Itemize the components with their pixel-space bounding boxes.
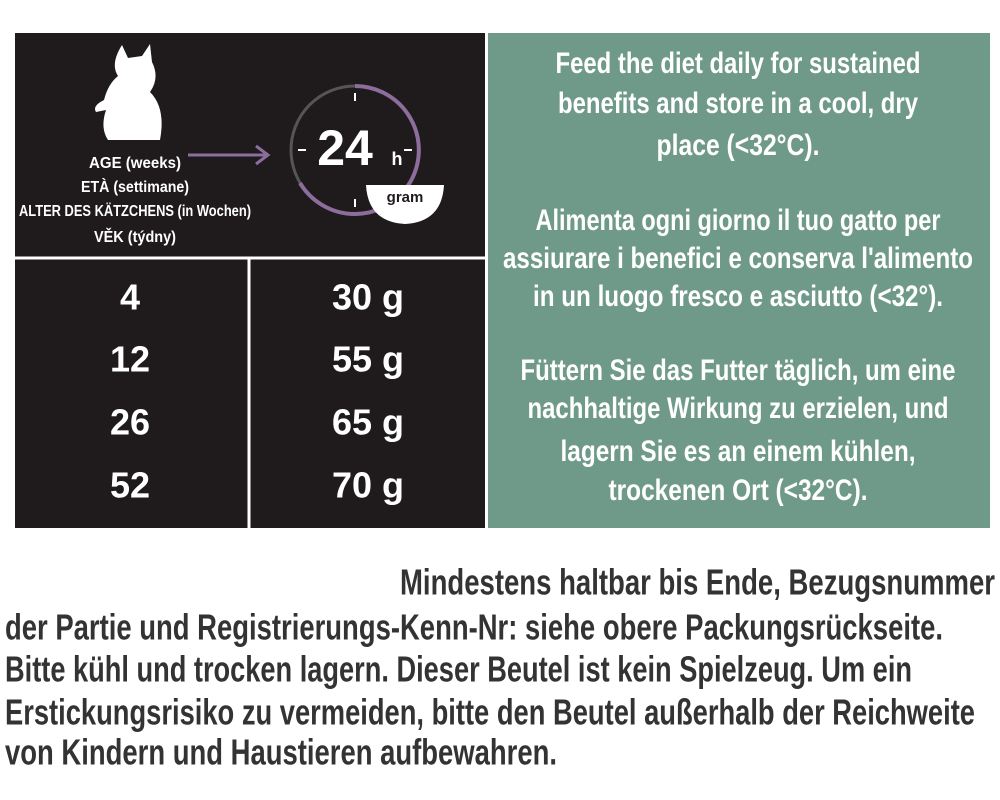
clock-unit: h — [392, 149, 403, 169]
storage-line: Feed the diet daily for sustained — [556, 47, 921, 80]
clock-number: 24 — [317, 120, 373, 176]
footer-text: Mindestens haltbar bis Ende, Bezugsnumme… — [5, 562, 995, 773]
footer-line: Mindestens haltbar bis Ende, Bezugsnumme… — [400, 562, 995, 603]
storage-line: trockenen Ort (<32°C). — [609, 474, 868, 507]
age-label: ALTER DES KÄTZCHENS (in Wochen) — [19, 202, 251, 220]
storage-line: in un luogo fresco e asciutto (<32°). — [533, 280, 943, 313]
age-label: VĚK (týdny) — [94, 227, 176, 246]
amount-cell: 55 g — [332, 339, 404, 380]
storage-line: Füttern Sie das Futter täglich, um eine — [521, 354, 956, 387]
age-cell: 52 — [110, 465, 150, 506]
storage-line: Alimenta ogni giorno il tuo gatto per — [536, 204, 941, 237]
storage-line: assiurare i benefici e conserva l'alimen… — [503, 242, 973, 275]
age-cell: 12 — [110, 339, 150, 380]
footer-line: Erstickungsrisiko zu vermeiden, bitte de… — [5, 692, 975, 733]
storage-line: lagern Sie es an einem kühlen, — [561, 435, 916, 468]
clock-arc — [298, 84, 421, 216]
age-labels: AGE (weeks) ETÀ (settimane) ALTER DES KÄ… — [19, 155, 251, 246]
storage-line: place (<32°C). — [657, 129, 820, 162]
amount-cell: 70 g — [332, 465, 404, 506]
feeding-table: 4 30 g 12 55 g 26 65 g 52 70 g — [110, 277, 404, 506]
arrow-head — [255, 144, 271, 166]
storage-line: benefits and store in a cool, dry — [558, 87, 918, 120]
clock-ticks — [298, 93, 412, 207]
storage-panel — [488, 33, 990, 528]
age-cell: 26 — [110, 402, 150, 443]
kitten-icon — [95, 44, 162, 140]
storage-text: Feed the diet daily for sustained benefit… — [503, 47, 973, 507]
bowl-label: gram — [387, 189, 424, 206]
age-cell: 4 — [120, 277, 140, 318]
footer-line: von Kindern und Haustieren aufbewahren. — [5, 732, 557, 773]
footer-line: Bitte kühl und trocken lagern. Dieser Be… — [5, 649, 912, 690]
age-label: AGE (weeks) — [89, 155, 181, 172]
footer-line: der Partie und Registrierungs-Kenn-Nr: s… — [5, 607, 943, 648]
age-label: ETÀ (settimane) — [81, 177, 189, 196]
amount-cell: 65 g — [332, 402, 404, 443]
storage-line: nachhaltige Wirkung zu erzielen, und — [528, 392, 949, 425]
amount-cell: 30 g — [332, 277, 404, 318]
bowl-icon — [366, 185, 444, 224]
